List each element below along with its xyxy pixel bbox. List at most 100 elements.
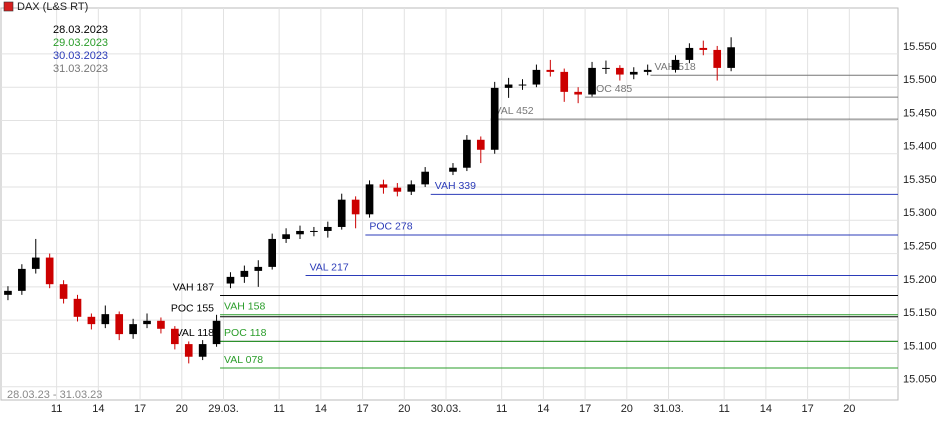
candle-body [240,270,249,277]
legend-entry: 29.03.2023 [53,37,108,49]
y-tick-label: 15.300 [903,207,937,219]
level-label: VAH 339 [435,180,476,192]
x-tick-label: 17 [579,403,591,415]
level-label: POC 155 [171,303,214,315]
candle-body [129,324,137,335]
candle-body [365,184,374,215]
candle-body [296,230,304,235]
y-tick-label: 15.450 [903,107,937,119]
x-tick-label: 17 [801,403,813,415]
x-tick-label: 14 [315,403,327,415]
level-label: POC 485 [589,83,632,95]
candle-body [157,320,165,329]
candle-body [226,276,235,284]
x-tick-label: 11 [496,403,507,415]
y-tick-label: 15.400 [903,141,937,153]
y-tick-label: 15.500 [903,74,937,86]
axes: 15.050 15.100 15.150 15.200 15.250 15.300 15.3… [51,24,937,415]
x-tick-label: 11 [273,403,284,415]
x-tick-label: 20 [398,403,410,415]
candle-body [73,298,82,317]
x-tick-label: 17 [134,403,146,415]
range-label: 28.03.23 - 31.03.23 [7,389,102,401]
candle-body [560,71,569,92]
candle-body [198,344,207,357]
candle-body [518,84,527,86]
grid [1,8,898,400]
candle-body [685,47,694,60]
candle-body [310,230,318,232]
candle-body [532,69,541,85]
x-tick-label: 20 [621,403,633,415]
x-tick-label: 30.03. [431,403,462,415]
candle-body [379,184,388,188]
y-tick-label: 15.200 [903,274,937,286]
legend-entry: 30.03.2023 [53,50,108,62]
candle-body [574,91,582,95]
candle-body [268,238,277,267]
candle-body [504,84,513,88]
candle-body [101,314,110,325]
x-tick-label: 11 [51,403,62,415]
candle-body [476,139,485,150]
x-tick-label: 14 [537,403,549,415]
candle-body [143,320,151,325]
plot-frame [0,7,899,401]
candle-body [449,167,457,172]
x-tick-label: 31.03. [653,403,684,415]
x-tick-label: 11 [718,403,729,415]
candle-body [727,47,735,68]
x-tick-label: 14 [92,403,104,415]
y-tick-label: 15.350 [903,174,937,186]
candle-body [643,69,652,72]
candle-body [337,199,346,227]
x-tick-label: 29.03. [208,403,239,415]
x-tick-label: 17 [356,403,368,415]
candle-body [254,266,263,271]
candle-body [421,171,429,185]
x-tick-label: 14 [760,403,772,415]
candle-body [393,187,402,192]
levels: VAH 187 POC 155 VAL 118 VAH 158 POC 118 VAL 0… [171,61,898,369]
y-tick-label: 15.550 [903,41,937,53]
candle-body [18,268,26,291]
title-marker [3,1,14,12]
legend-entry: 31.03.2023 [53,63,108,75]
candle-body [184,344,193,357]
candle-body [463,139,471,168]
candle-body [490,87,499,150]
candle-body [546,69,555,72]
level-label: VAH 187 [173,281,214,293]
candle-body [212,320,221,345]
candle-body [31,257,40,269]
candle-body [588,67,596,95]
candle-body [282,234,290,239]
legend-entry: 28.03.2023 [53,24,108,36]
candle-body [629,71,638,75]
candle-body [602,67,610,69]
x-tick-label: 20 [176,403,188,415]
candle-body [4,290,12,295]
candle-body [671,59,680,70]
y-tick-label: 15.050 [903,374,937,386]
level-label: POC 118 [224,327,267,339]
candle-body [407,184,416,192]
candle-body [59,284,68,299]
candle-body [616,67,624,75]
candle-body [351,199,360,215]
candle-body [713,49,722,68]
level-label: VAL 118 [176,327,214,339]
y-tick-label: 15.250 [903,240,937,252]
candle-body [45,257,54,285]
y-tick-label: 15.150 [903,307,937,319]
level-label: VAL 452 [495,105,534,117]
candle-body [87,316,96,325]
candle-body [323,226,332,231]
chart-title: DAX (L&S RT) [17,1,88,13]
candle-body [699,47,708,50]
level-label: VAL 217 [310,261,349,273]
level-label: VAH 158 [224,301,265,313]
candles [4,37,735,364]
